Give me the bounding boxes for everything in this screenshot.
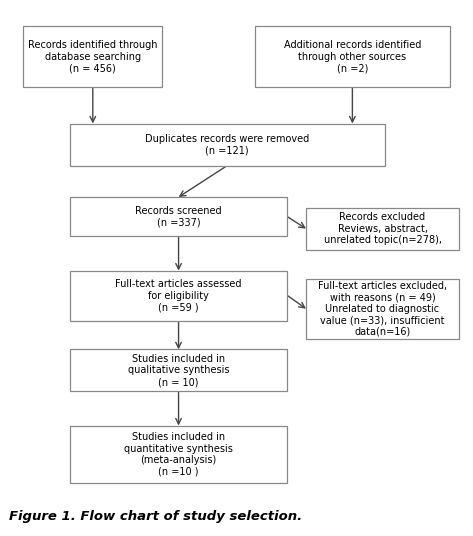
FancyBboxPatch shape bbox=[70, 197, 288, 236]
FancyBboxPatch shape bbox=[70, 124, 385, 166]
FancyBboxPatch shape bbox=[70, 349, 288, 391]
FancyBboxPatch shape bbox=[255, 26, 450, 87]
Text: Full-text articles assessed
for eligibility
(n =59 ): Full-text articles assessed for eligibil… bbox=[115, 279, 242, 312]
Text: Figure 1. Flow chart of study selection.: Figure 1. Flow chart of study selection. bbox=[9, 510, 303, 523]
FancyBboxPatch shape bbox=[306, 207, 459, 250]
Text: Records excluded
Reviews, abstract,
unrelated topic(n=278),: Records excluded Reviews, abstract, unre… bbox=[324, 212, 441, 245]
Text: Records identified through
database searching
(n = 456): Records identified through database sear… bbox=[28, 40, 158, 73]
Text: Full-text articles excluded,
with reasons (n = 49)
Unrelated to diagnostic
value: Full-text articles excluded, with reason… bbox=[318, 280, 447, 337]
FancyBboxPatch shape bbox=[70, 271, 288, 321]
Text: Studies included in
qualitative synthesis
(n = 10): Studies included in qualitative synthesi… bbox=[128, 354, 229, 387]
FancyBboxPatch shape bbox=[23, 26, 162, 87]
FancyBboxPatch shape bbox=[306, 279, 459, 339]
Text: Studies included in
quantitative synthesis
(meta-analysis)
(n =10 ): Studies included in quantitative synthes… bbox=[124, 432, 233, 477]
Text: Duplicates records were removed
(n =121): Duplicates records were removed (n =121) bbox=[145, 134, 309, 155]
Text: Records screened
(n =337): Records screened (n =337) bbox=[135, 206, 222, 228]
FancyBboxPatch shape bbox=[70, 426, 288, 483]
Text: Additional records identified
through other sources
(n =2): Additional records identified through ot… bbox=[284, 40, 421, 73]
